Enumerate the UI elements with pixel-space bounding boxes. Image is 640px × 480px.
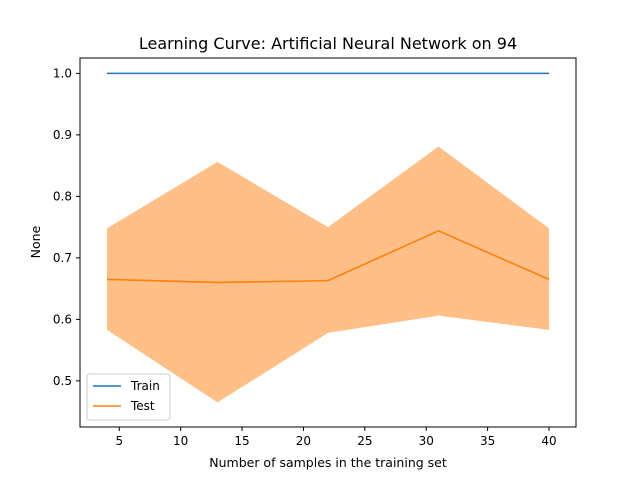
chart-title: Learning Curve: Artificial Neural Networ…	[139, 34, 517, 53]
y-tick-label: 0.7	[53, 251, 72, 265]
axes-frame	[79, 57, 577, 428]
series-test-band	[107, 146, 549, 403]
y-axis: 0.5 0.6 0.7 0.8 0.9 1.0	[53, 66, 80, 388]
legend: Train Test	[86, 373, 171, 421]
y-axis-label: None	[28, 225, 43, 258]
x-tick-label: 15	[234, 434, 249, 448]
x-tick-label: 30	[419, 434, 434, 448]
y-tick-label: 0.9	[53, 128, 72, 142]
y-tick-label: 0.5	[53, 374, 72, 388]
x-tick-label: 10	[173, 434, 188, 448]
x-tick-label: 5	[115, 434, 123, 448]
x-tick-label: 40	[541, 434, 556, 448]
x-tick-label: 25	[357, 434, 372, 448]
series-test-line	[106, 229, 550, 284]
x-axis: 5 10 15 20 25 30 35 40	[115, 427, 557, 448]
plot-area	[106, 72, 550, 403]
legend-label-test: Test	[130, 399, 155, 413]
x-axis-label: Number of samples in the training set	[209, 455, 447, 470]
y-tick-label: 0.8	[53, 189, 72, 203]
x-tick-label: 20	[296, 434, 311, 448]
y-tick-label: 0.6	[53, 312, 72, 326]
x-tick-label: 35	[480, 434, 495, 448]
y-tick-label: 1.0	[53, 66, 72, 80]
legend-label-train: Train	[130, 379, 160, 393]
